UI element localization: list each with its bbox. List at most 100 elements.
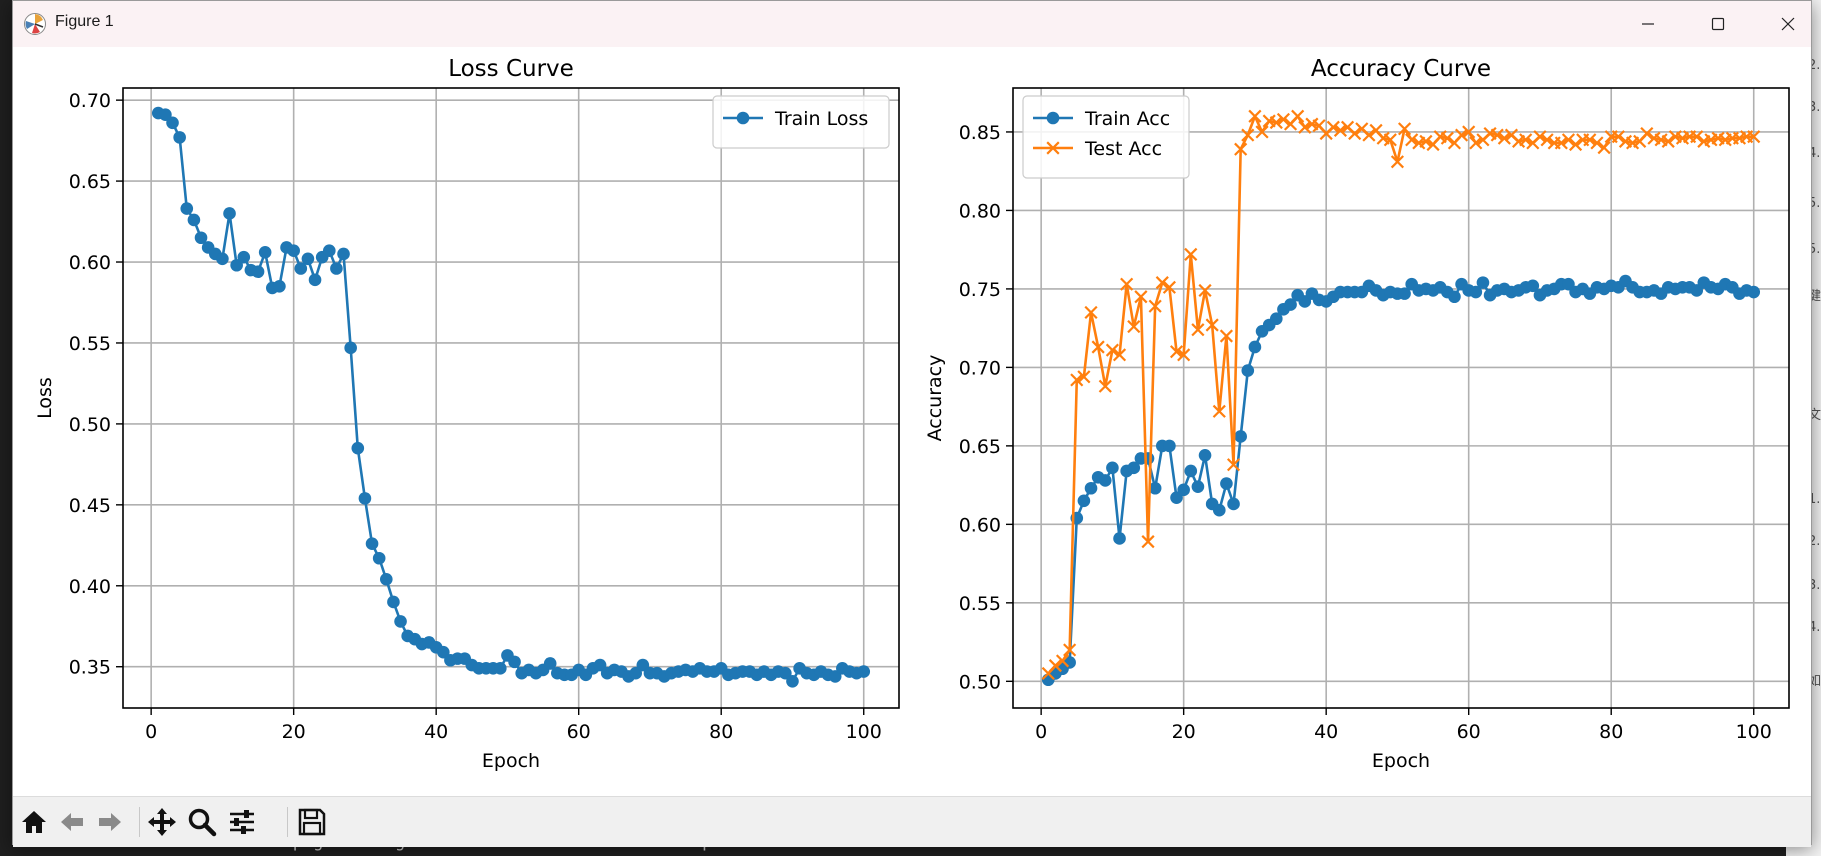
- pan-button[interactable]: [145, 805, 179, 839]
- data-point: [1590, 136, 1604, 150]
- data-point: [1113, 532, 1126, 545]
- data-point: [1091, 340, 1105, 354]
- data-point: [194, 231, 208, 245]
- close-icon: [1781, 17, 1795, 31]
- figure-canvas[interactable]: 0 20 40 60 80 100 0.35 0.40 0.45 0.50 0.55 0.60 0.65…: [13, 47, 1811, 796]
- pan-icon: [148, 808, 176, 836]
- data-point: [1298, 120, 1312, 134]
- data-point: [1134, 290, 1148, 304]
- data-point: [216, 252, 229, 266]
- toolbar-separator: [139, 807, 140, 837]
- data-point: [1084, 305, 1098, 320]
- data-point: [159, 108, 172, 122]
- data-point: [1205, 318, 1219, 332]
- x-tick-label: 40: [1314, 721, 1338, 743]
- data-point: [1661, 134, 1675, 148]
- data-point: [1141, 535, 1155, 549]
- data-point: [1611, 130, 1625, 144]
- data-point: [1227, 497, 1240, 511]
- data-point: [351, 441, 365, 455]
- maximize-button[interactable]: [1683, 1, 1753, 47]
- minimize-button[interactable]: [1613, 1, 1683, 47]
- data-point: [1141, 452, 1155, 465]
- data-point: [1291, 109, 1305, 123]
- configure-subplots-button[interactable]: [225, 805, 259, 839]
- data-point: [636, 658, 650, 672]
- matplotlib-app-icon: [23, 12, 47, 36]
- x-tick-label: 20: [282, 721, 306, 743]
- data-point: [237, 250, 251, 264]
- home-icon: [22, 811, 46, 833]
- data-point: [1248, 340, 1262, 354]
- data-point: [1497, 131, 1511, 145]
- data-point: [1063, 643, 1077, 657]
- toolbar-separator: [287, 807, 288, 837]
- data-point: [1084, 481, 1098, 495]
- x-tick-label: 60: [1457, 721, 1481, 743]
- data-point: [1162, 280, 1176, 294]
- x-tick-label: 80: [1599, 721, 1623, 743]
- close-button[interactable]: [1753, 1, 1821, 47]
- data-point: [857, 665, 871, 678]
- save-icon: [298, 808, 326, 836]
- data-point: [344, 341, 357, 355]
- data-point: [308, 273, 322, 287]
- data-point: [1490, 128, 1504, 142]
- legend: Train Acc Test Acc: [1022, 95, 1190, 179]
- y-tick-label: 0.70: [959, 357, 1001, 379]
- data-point: [1048, 659, 1062, 673]
- data-point: [786, 674, 799, 688]
- data-point: [1398, 287, 1411, 300]
- data-point: [1148, 481, 1162, 495]
- x-tick-label: 80: [709, 721, 733, 743]
- legend-label: Test Acc: [1084, 138, 1162, 160]
- data-point: [365, 537, 379, 550]
- data-point: [1333, 123, 1348, 137]
- y-tick-label: 0.40: [69, 576, 111, 598]
- data-point: [1177, 483, 1190, 497]
- forward-button[interactable]: [93, 805, 127, 839]
- data-point: [166, 116, 179, 130]
- data-point: [508, 655, 521, 669]
- data-point: [1540, 133, 1554, 147]
- minimize-icon: [1642, 23, 1654, 25]
- axes-frame: [122, 87, 900, 709]
- chart-accuracy: 0 20 40 60 80 100 0.50 0.55 0.60 0.65 0.70 0.75 0.80…: [924, 56, 1790, 772]
- data-point: [1583, 133, 1597, 147]
- data-point: [1640, 126, 1654, 141]
- y-tick-label: 0.70: [69, 90, 111, 112]
- data-point: [1241, 128, 1255, 142]
- y-tick-label: 0.60: [959, 514, 1001, 536]
- data-point: [1454, 128, 1469, 142]
- data-point: [1390, 155, 1405, 169]
- back-button[interactable]: [55, 805, 89, 839]
- data-point: [1105, 343, 1119, 357]
- data-point: [828, 670, 842, 683]
- data-point: [1148, 299, 1162, 313]
- data-point: [322, 244, 336, 257]
- data-point: [1747, 285, 1761, 299]
- data-point: [187, 213, 201, 227]
- zoom-button[interactable]: [185, 805, 219, 839]
- title-bar[interactable]: Figure 1: [13, 1, 1811, 48]
- x-tick-label: 0: [145, 721, 157, 743]
- data-point: [1326, 120, 1340, 134]
- data-point: [337, 247, 350, 261]
- save-button[interactable]: [295, 805, 329, 839]
- figure-window: Figure 1 0 20 40 60 80 100 0.35 0.40 0.45 0.50 0.5…: [12, 0, 1812, 847]
- legend-item: Train Acc: [1033, 108, 1170, 130]
- data-point: [1055, 654, 1070, 668]
- x-tick-label: 100: [846, 721, 882, 743]
- x-tick-label: 0: [1035, 721, 1047, 743]
- home-button[interactable]: [17, 805, 51, 839]
- data-point: [1440, 131, 1454, 145]
- data-point: [1234, 430, 1247, 443]
- legend-box: [1022, 95, 1190, 179]
- data-point: [1255, 125, 1269, 139]
- data-point: [372, 551, 386, 565]
- data-point: [1690, 130, 1704, 144]
- data-point: [1127, 320, 1141, 334]
- axes-frame: [1012, 87, 1790, 709]
- data-point: [287, 244, 300, 257]
- configure-subplots-icon: [230, 810, 254, 834]
